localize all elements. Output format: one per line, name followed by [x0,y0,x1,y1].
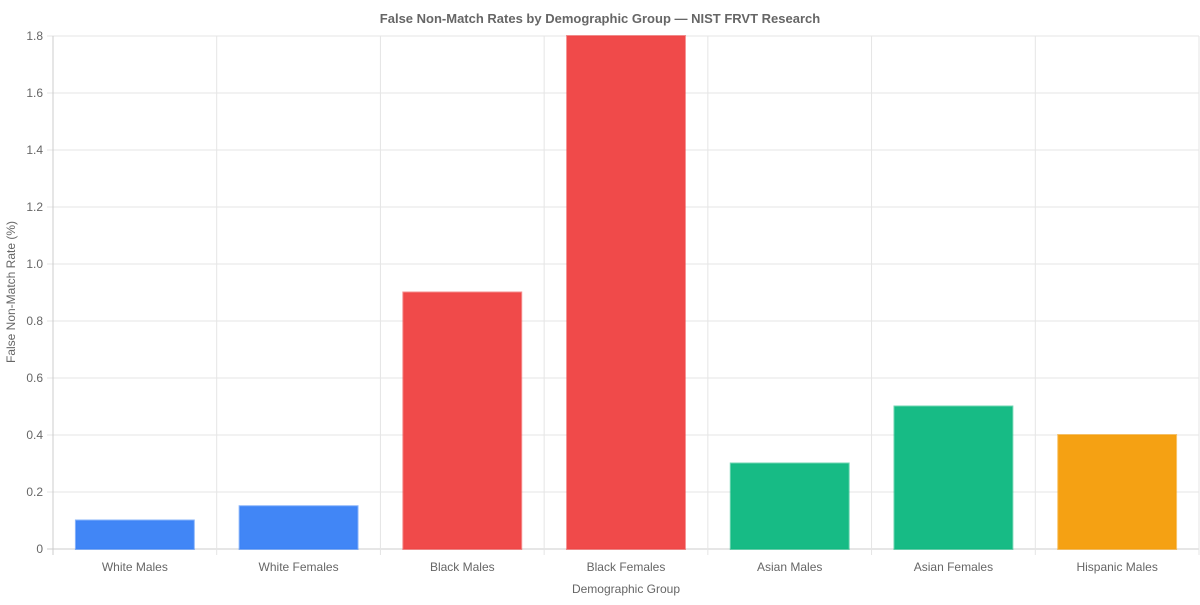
bar-white-females [238,505,359,550]
x-axis-ticks: White Males White Females Black Males Black… [102,560,1158,574]
x-tick-label: White Females [259,560,339,574]
chart-title: False Non-Match Rates by Demographic Gro… [380,11,820,26]
bar-black-females [566,35,686,550]
y-tick-label: 1.8 [26,29,43,43]
x-tick-label: White Males [102,560,168,574]
x-tick-label: Asian Males [757,560,822,574]
y-tick-label: 1.4 [26,143,43,157]
y-tick-label: 0 [36,542,43,556]
y-tick-label: 0.4 [26,428,43,442]
x-tick-label: Hispanic Males [1076,560,1157,574]
y-tick-label: 1.0 [26,257,43,271]
x-tick-label: Black Females [587,560,666,574]
y-tick-label: 0.2 [26,485,43,499]
bar-asian-females [893,405,1014,550]
y-tick-label: 0.6 [26,371,43,385]
bars [74,35,1178,550]
y-tick-label: 1.6 [26,86,43,100]
bar-white-males [74,519,195,550]
bar-hispanic-males [1057,434,1178,550]
y-axis-label: False Non-Match Rate (%) [4,221,18,363]
x-tick-label: Black Males [430,560,495,574]
y-tick-label: 0.8 [26,314,43,328]
x-axis-label: Demographic Group [572,582,680,596]
bar-black-males [402,291,523,550]
x-tick-label: Asian Females [914,560,993,574]
y-tick-label: 1.2 [26,200,43,214]
bar-asian-males [729,462,850,550]
y-axis-ticks: 0 0.2 0.4 0.6 0.8 1.0 1.2 1.4 1.6 1.8 [26,29,43,556]
